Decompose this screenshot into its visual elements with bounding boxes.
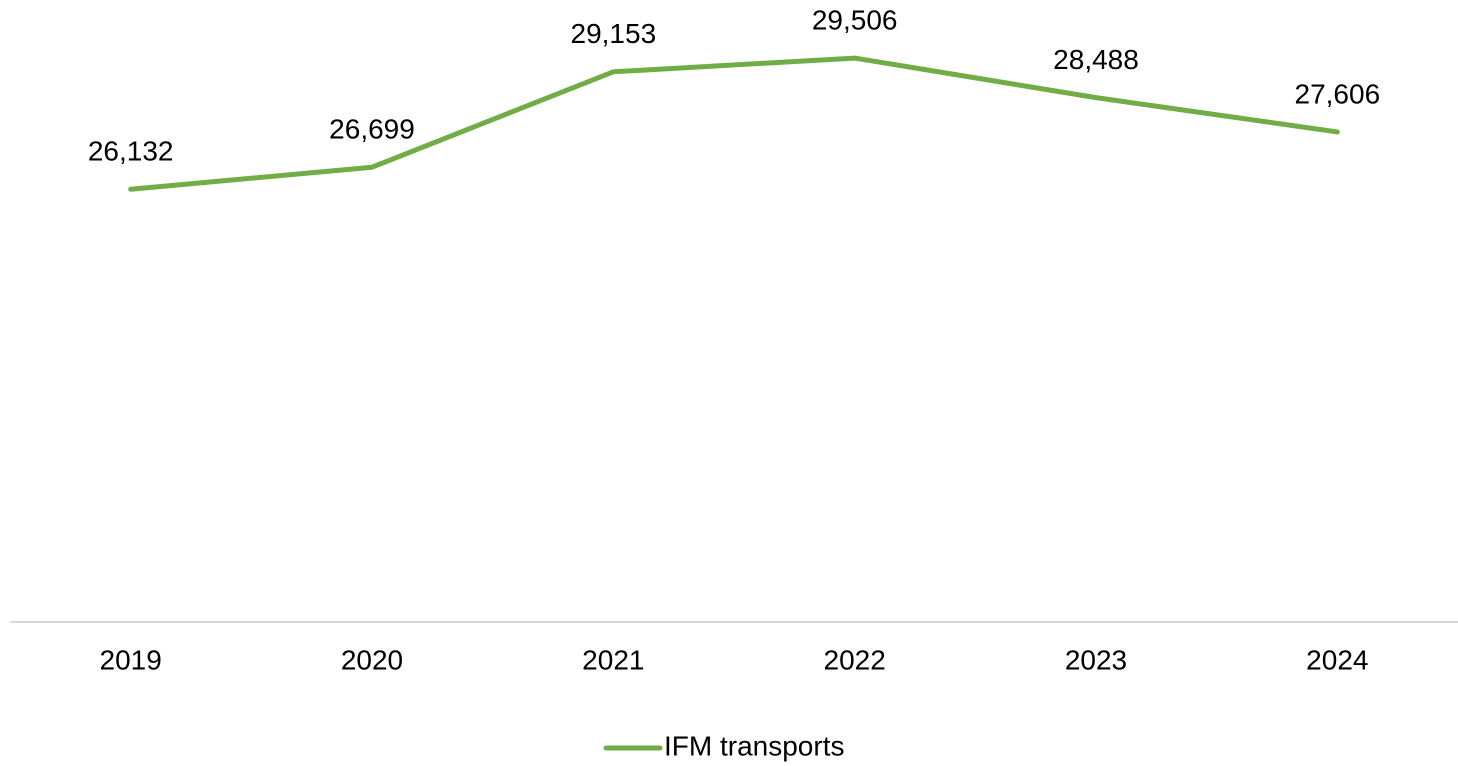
x-tick-label: 2023 (1065, 644, 1127, 675)
x-tick-label: 2020 (341, 644, 403, 675)
data-label: 29,153 (571, 18, 657, 49)
data-label: 28,488 (1053, 44, 1139, 75)
x-tick-label: 2024 (1306, 644, 1368, 675)
data-label: 26,699 (329, 114, 415, 145)
data-label: 26,132 (88, 136, 174, 167)
x-tick-label: 2021 (582, 644, 644, 675)
x-tick-label: 2019 (100, 644, 162, 675)
data-label: 27,606 (1295, 78, 1381, 109)
series-line (128, 55, 1340, 192)
x-tick-label: 2022 (824, 644, 886, 675)
legend-label: IFM transports (664, 730, 844, 761)
data-label: 29,506 (812, 4, 898, 35)
